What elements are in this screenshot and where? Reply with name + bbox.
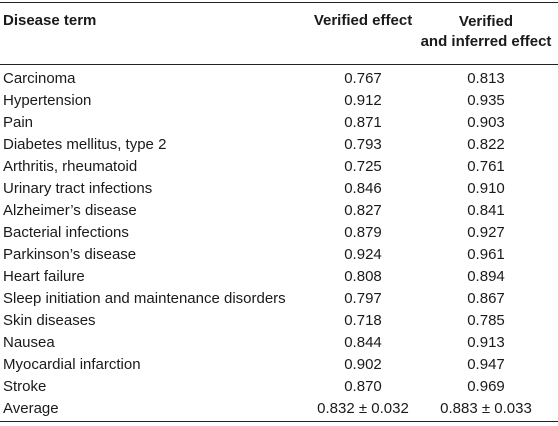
cell-disease-term: Bacterial infections (3, 224, 129, 241)
cell-inferred-effect: 0.961 (467, 246, 505, 263)
cell-inferred-effect: 0.913 (467, 334, 505, 351)
cell-disease-term: Parkinson’s disease (3, 246, 137, 263)
table-row-average: Average 0.832 ± 0.032 0.883 ± 0.033 (0, 398, 558, 420)
cell-inferred-effect: 0.935 (467, 92, 505, 109)
cell-disease-term: Stroke (3, 378, 47, 395)
table-header: Disease term Verified effect Verified an… (0, 0, 558, 64)
cell-verified-effect: 0.725 (344, 158, 382, 175)
header-disease-term: Disease term (3, 12, 97, 29)
table-row: Heart failure 0.808 0.894 (0, 266, 558, 288)
table-row: Diabetes mellitus, type 2 0.793 0.822 (0, 134, 558, 156)
table-body: Carcinoma 0.767 0.813 Hypertension 0.912… (0, 68, 558, 420)
cell-verified-effect: 0.844 (344, 334, 382, 351)
cell-disease-term: Heart failure (3, 268, 85, 285)
table-row: Hypertension 0.912 0.935 (0, 90, 558, 112)
cell-inferred-effect: 0.903 (467, 114, 505, 131)
cell-disease-term: Pain (3, 114, 34, 131)
cell-verified-effect: 0.902 (344, 356, 382, 373)
cell-disease-term: Alzheimer’s disease (3, 202, 137, 219)
cell-disease-term: Average (3, 400, 59, 417)
cell-disease-term: Hypertension (3, 92, 92, 109)
cell-inferred-effect: 0.969 (467, 378, 505, 395)
cell-verified-effect: 0.871 (344, 114, 382, 131)
cell-inferred-effect: 0.947 (467, 356, 505, 373)
table-row: Urinary tract infections 0.846 0.910 (0, 178, 558, 200)
cell-verified-effect: 0.808 (344, 268, 382, 285)
cell-inferred-effect: 0.785 (467, 312, 505, 329)
cell-disease-term: Sleep initiation and maintenance disorde… (3, 290, 286, 307)
table-row: Pain 0.871 0.903 (0, 112, 558, 134)
cell-verified-effect: 0.793 (344, 136, 382, 153)
cell-verified-effect: 0.879 (344, 224, 382, 241)
cell-disease-term: Diabetes mellitus, type 2 (3, 136, 167, 153)
cell-verified-effect: 0.797 (344, 290, 382, 307)
header-verified-effect: Verified effect (313, 12, 413, 29)
table-row: Stroke 0.870 0.969 (0, 376, 558, 398)
cell-verified-effect: 0.767 (344, 70, 382, 87)
cell-verified-effect: 0.912 (344, 92, 382, 109)
cell-inferred-effect: 0.761 (467, 158, 505, 175)
cell-disease-term: Myocardial infarction (3, 356, 141, 373)
table-header-rule (0, 64, 558, 65)
cell-verified-effect: 0.832 ± 0.032 (317, 400, 409, 417)
cell-inferred-effect: 0.841 (467, 202, 505, 219)
cell-inferred-effect: 0.813 (467, 70, 505, 87)
cell-disease-term: Carcinoma (3, 70, 76, 87)
cell-inferred-effect: 0.822 (467, 136, 505, 153)
table-top-rule (0, 2, 558, 3)
cell-verified-effect: 0.870 (344, 378, 382, 395)
cell-disease-term: Arthritis, rheumatoid (3, 158, 138, 175)
table-row: Parkinson’s disease 0.924 0.961 (0, 244, 558, 266)
header-inferred-line1: Verified (458, 13, 514, 30)
cell-verified-effect: 0.924 (344, 246, 382, 263)
cell-verified-effect: 0.718 (344, 312, 382, 329)
table-row: Alzheimer’s disease 0.827 0.841 (0, 200, 558, 222)
table-row: Bacterial infections 0.879 0.927 (0, 222, 558, 244)
cell-inferred-effect: 0.927 (467, 224, 505, 241)
cell-inferred-effect: 0.867 (467, 290, 505, 307)
cell-verified-effect: 0.827 (344, 202, 382, 219)
cell-verified-effect: 0.846 (344, 180, 382, 197)
cell-inferred-effect: 0.894 (467, 268, 505, 285)
header-inferred-line2: and inferred effect (420, 33, 552, 50)
cell-inferred-effect: 0.883 ± 0.033 (440, 400, 532, 417)
table-row: Carcinoma 0.767 0.813 (0, 68, 558, 90)
cell-disease-term: Nausea (3, 334, 55, 351)
table-bottom-rule (0, 421, 558, 422)
header-verified-and-inferred-effect: Verified and inferred effect (414, 12, 558, 52)
cell-inferred-effect: 0.910 (467, 180, 505, 197)
cell-disease-term: Skin diseases (3, 312, 96, 329)
cell-disease-term: Urinary tract infections (3, 180, 153, 197)
table-row: Sleep initiation and maintenance disorde… (0, 288, 558, 310)
table-row: Skin diseases 0.718 0.785 (0, 310, 558, 332)
table-row: Arthritis, rheumatoid 0.725 0.761 (0, 156, 558, 178)
table-row: Nausea 0.844 0.913 (0, 332, 558, 354)
table-row: Myocardial infarction 0.902 0.947 (0, 354, 558, 376)
